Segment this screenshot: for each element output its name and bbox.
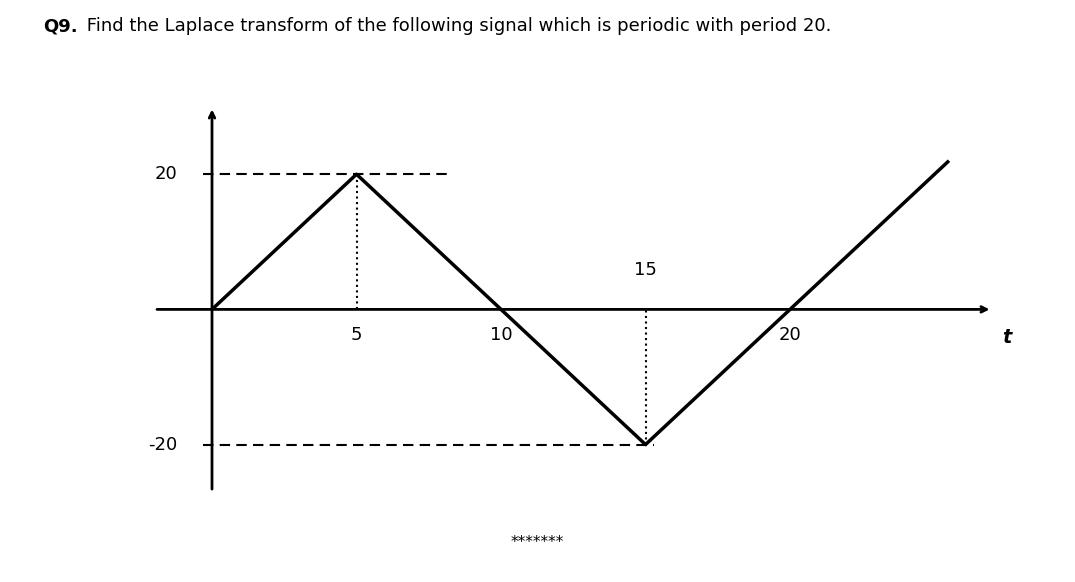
Text: 20: 20 <box>778 327 801 345</box>
Text: 20: 20 <box>155 165 177 183</box>
Text: *******: ******* <box>511 535 564 550</box>
Text: t: t <box>1002 328 1012 347</box>
Text: 10: 10 <box>490 327 513 345</box>
Text: -20: -20 <box>148 435 177 453</box>
Text: 5: 5 <box>350 327 362 345</box>
Text: Q9.: Q9. <box>43 17 77 36</box>
Text: Find the Laplace transform of the following signal which is periodic with period: Find the Laplace transform of the follow… <box>81 17 831 36</box>
Text: 15: 15 <box>634 261 657 279</box>
